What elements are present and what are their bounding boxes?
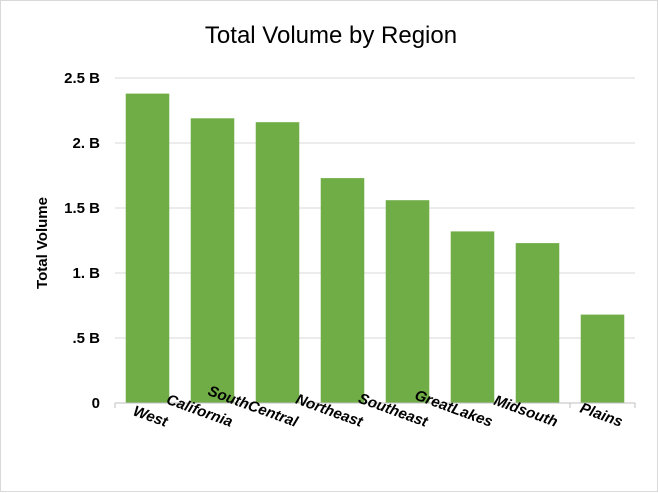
y-tick-label: 1.5 B <box>64 200 100 217</box>
bars <box>125 93 625 404</box>
y-tick-label: 2. B <box>72 135 100 152</box>
bar-northeast <box>320 178 365 403</box>
y-tick-label: .5 B <box>72 330 100 347</box>
y-axis-label: Total Volume <box>34 197 51 289</box>
y-tick-label: 1. B <box>72 265 100 282</box>
y-tick-label: 0 <box>92 395 100 412</box>
bar-midsouth <box>515 243 560 403</box>
bar-southeast <box>385 200 430 403</box>
bar-west <box>125 93 170 403</box>
bar-california <box>190 118 235 404</box>
y-tick-labels: 0 .5 B 1. B 1.5 B 2. B 2.5 B <box>64 70 100 412</box>
bar-greatlakes <box>450 231 495 403</box>
bar-southcentral <box>255 122 300 403</box>
bar-plains <box>580 314 625 403</box>
x-tick-label: Plains <box>578 400 625 431</box>
chart-title: Total Volume by Region <box>205 22 457 49</box>
y-tick-label: 2.5 B <box>64 70 100 87</box>
